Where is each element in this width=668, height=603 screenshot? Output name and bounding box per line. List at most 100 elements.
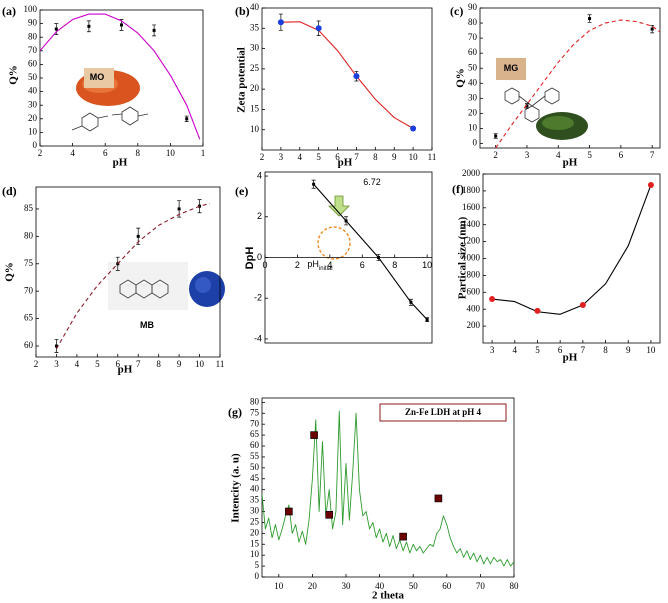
x-tick-label: 4 xyxy=(556,150,561,160)
x-axis-label: pH xyxy=(118,364,133,376)
y-tick-label: 5 xyxy=(255,560,260,570)
x-axis-label: pH xyxy=(563,352,578,364)
annotation-text: MO xyxy=(90,72,105,82)
y-tick-label: 20 xyxy=(250,83,260,93)
y-tick-label: 50 xyxy=(468,62,478,72)
y-tick-label: 85 xyxy=(24,203,34,213)
x-tick-label: 6 xyxy=(116,359,121,369)
y-tick-label: 1600 xyxy=(462,202,481,212)
point xyxy=(409,300,413,304)
x-tick-label: 7 xyxy=(354,152,359,162)
y-tick-label: 65 xyxy=(24,313,34,323)
y-tick-label: 35 xyxy=(250,495,260,505)
legend-box xyxy=(379,403,507,422)
y-tick-label: 10 xyxy=(250,549,260,559)
panel-label: (a) xyxy=(2,4,16,18)
y-tick-label: 0 xyxy=(257,252,262,262)
annotation-sub: initial xyxy=(319,266,333,272)
x-tick-label: 0 xyxy=(262,260,267,270)
curve xyxy=(40,13,201,140)
y-tick-label: 60 xyxy=(28,58,38,68)
x-tick-label: 9 xyxy=(626,345,631,355)
y-tick-label: 40 xyxy=(250,2,260,12)
y-tick-label: 50 xyxy=(250,462,260,472)
y-tick-label: 1000 xyxy=(462,253,481,263)
point xyxy=(525,104,529,108)
point xyxy=(177,207,181,211)
x-tick-label: 2 xyxy=(38,148,43,158)
y-tick-label: 1400 xyxy=(462,219,481,229)
point xyxy=(285,507,293,516)
annotation: MB xyxy=(140,320,154,330)
y-tick-label: 15 xyxy=(250,538,260,548)
x-tick-label: 80 xyxy=(510,581,520,591)
x-tick-label: 2 xyxy=(260,152,265,162)
x-axis-label: pH xyxy=(113,157,128,169)
x-tick-label: 3 xyxy=(279,152,284,162)
point xyxy=(376,256,380,259)
point xyxy=(152,28,156,32)
curve xyxy=(495,19,660,148)
plot-frame xyxy=(35,186,221,358)
y-axis-label: Intencity (a. u) xyxy=(230,453,242,523)
x-tick-label: 10 xyxy=(166,148,176,158)
y-tick-label: 600 xyxy=(467,286,481,296)
y-tick-label: 60 xyxy=(468,47,478,57)
curve xyxy=(55,202,210,350)
annotation-text: pH xyxy=(307,259,319,269)
x-tick-label: 3 xyxy=(490,345,495,355)
point xyxy=(650,27,654,31)
y-tick-label: 45 xyxy=(250,473,260,483)
x-tick-label: 20 xyxy=(308,581,318,591)
x-tick-label: 9 xyxy=(177,359,182,369)
x-tick-label: 1 xyxy=(201,148,206,158)
x-tick-label: 8 xyxy=(603,345,608,355)
y-axis-label: Zeta potential xyxy=(236,47,248,113)
y-tick-label: 90 xyxy=(468,2,478,12)
y-tick-label: 2 xyxy=(257,211,262,221)
y-axis-label: Q% xyxy=(455,68,467,88)
y-axis-label: Q% xyxy=(4,262,16,282)
x-tick-label: 10 xyxy=(195,359,205,369)
point xyxy=(312,182,316,186)
curve xyxy=(262,410,514,567)
y-tick-label: 1200 xyxy=(462,236,481,246)
point xyxy=(353,73,360,80)
y-tick-label: 40 xyxy=(468,77,478,87)
x-tick-label: 8 xyxy=(156,359,161,369)
y-tick-label: -4 xyxy=(254,333,262,343)
x-tick-label: 3 xyxy=(54,359,59,369)
legend-text: Zn-Fe LDH at pH 4 xyxy=(405,407,482,417)
y-tick-label: 20 xyxy=(468,107,478,117)
panel-label: (d) xyxy=(2,184,17,198)
plot-frame xyxy=(261,397,515,578)
y-tick-label: 80 xyxy=(28,31,38,41)
point xyxy=(434,494,443,503)
y-tick-label: 50 xyxy=(28,72,38,82)
mg-picture xyxy=(496,58,588,140)
point xyxy=(136,234,140,238)
x-tick-label: 5 xyxy=(316,152,321,162)
y-axis-label: Partical size (nm) xyxy=(457,216,469,299)
x-tick-label: 10 xyxy=(274,581,284,591)
point xyxy=(54,27,58,31)
curve xyxy=(492,184,652,315)
y-tick-label: 15 xyxy=(250,103,260,113)
x-tick-label: 4 xyxy=(327,260,332,270)
point xyxy=(579,301,586,308)
point xyxy=(489,296,496,303)
y-tick-label: 30 xyxy=(250,506,260,516)
x-tick-label: 8 xyxy=(392,260,397,270)
x-tick-label: 30 xyxy=(342,581,352,591)
y-tick-label: 75 xyxy=(250,407,260,417)
point xyxy=(325,510,334,519)
x-tick-label: 8 xyxy=(373,152,378,162)
annotation-text: MG xyxy=(504,63,519,73)
y-tick-label: 80 xyxy=(24,230,34,240)
y-tick-label: 200 xyxy=(467,320,481,330)
x-tick-label: 10 xyxy=(646,345,656,355)
x-tick-label: 50 xyxy=(409,581,419,591)
x-tick-label: 6 xyxy=(619,150,624,160)
point xyxy=(588,17,592,21)
x-tick-label: 4 xyxy=(75,359,80,369)
